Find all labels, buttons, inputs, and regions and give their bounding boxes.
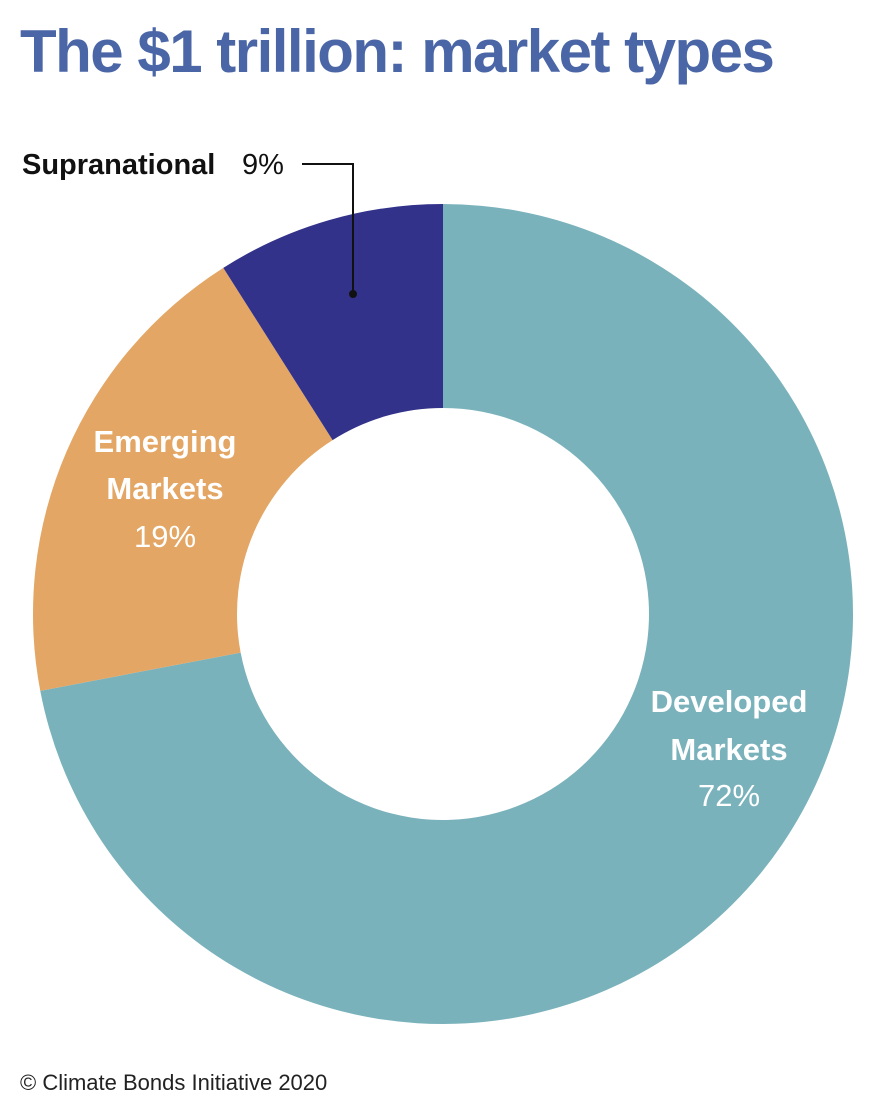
slice-label-developed-markets: Developed bbox=[651, 684, 808, 719]
copyright-footer: © Climate Bonds Initiative 2020 bbox=[20, 1070, 328, 1095]
slice-value-emerging-markets: 19% bbox=[134, 519, 196, 554]
slice-emerging-markets bbox=[32, 267, 333, 691]
chart-title: The $1 trillion: market types bbox=[20, 18, 775, 85]
slice-label-emerging-markets: Emerging bbox=[94, 424, 237, 459]
slice-developed-markets bbox=[40, 204, 854, 1024]
slice-value-supranational: 9% bbox=[242, 149, 284, 181]
slice-label-emerging-markets: Markets bbox=[106, 471, 223, 506]
callout-leader-line bbox=[302, 163, 354, 294]
slice-label-developed-markets: Markets bbox=[670, 732, 787, 767]
slice-supranational bbox=[223, 204, 443, 441]
slice-label-supranational: Supranational bbox=[22, 149, 215, 181]
callout-dot bbox=[349, 290, 357, 298]
slice-value-developed-markets: 72% bbox=[698, 778, 760, 813]
